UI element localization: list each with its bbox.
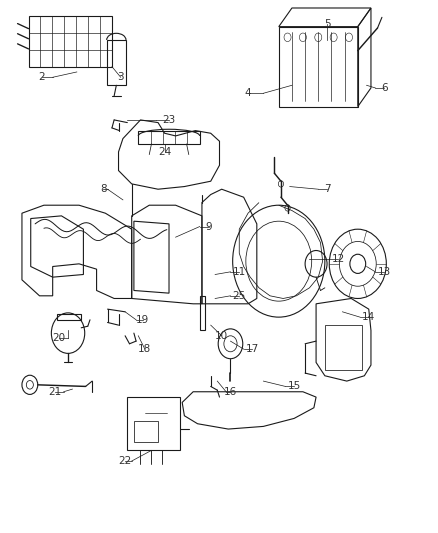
Text: 9: 9 bbox=[205, 222, 212, 231]
Text: 14: 14 bbox=[361, 312, 374, 322]
Text: 19: 19 bbox=[136, 315, 149, 325]
Text: 12: 12 bbox=[331, 254, 344, 263]
Bar bbox=[324, 325, 361, 370]
Text: 11: 11 bbox=[232, 267, 245, 277]
Text: 23: 23 bbox=[162, 115, 175, 125]
Text: 5: 5 bbox=[323, 19, 330, 29]
Text: 4: 4 bbox=[244, 88, 251, 98]
Text: 10: 10 bbox=[215, 331, 228, 341]
Bar bbox=[199, 296, 205, 330]
Text: 16: 16 bbox=[223, 387, 237, 397]
Text: 20: 20 bbox=[53, 334, 66, 343]
Bar bbox=[127, 397, 180, 450]
Text: 18: 18 bbox=[138, 344, 151, 354]
Bar bbox=[278, 27, 357, 107]
Text: 15: 15 bbox=[287, 382, 300, 391]
Text: 2: 2 bbox=[38, 72, 45, 82]
Bar bbox=[28, 16, 112, 67]
Text: 6: 6 bbox=[380, 83, 387, 93]
Text: 21: 21 bbox=[48, 387, 61, 397]
Text: 3: 3 bbox=[117, 72, 124, 82]
Text: 7: 7 bbox=[323, 184, 330, 194]
Text: 17: 17 bbox=[245, 344, 258, 354]
Text: 25: 25 bbox=[232, 291, 245, 301]
Bar bbox=[134, 421, 158, 442]
Bar bbox=[106, 40, 126, 85]
Text: 8: 8 bbox=[99, 184, 106, 194]
Text: 13: 13 bbox=[377, 267, 390, 277]
Text: 24: 24 bbox=[158, 147, 171, 157]
Text: 22: 22 bbox=[118, 456, 131, 466]
